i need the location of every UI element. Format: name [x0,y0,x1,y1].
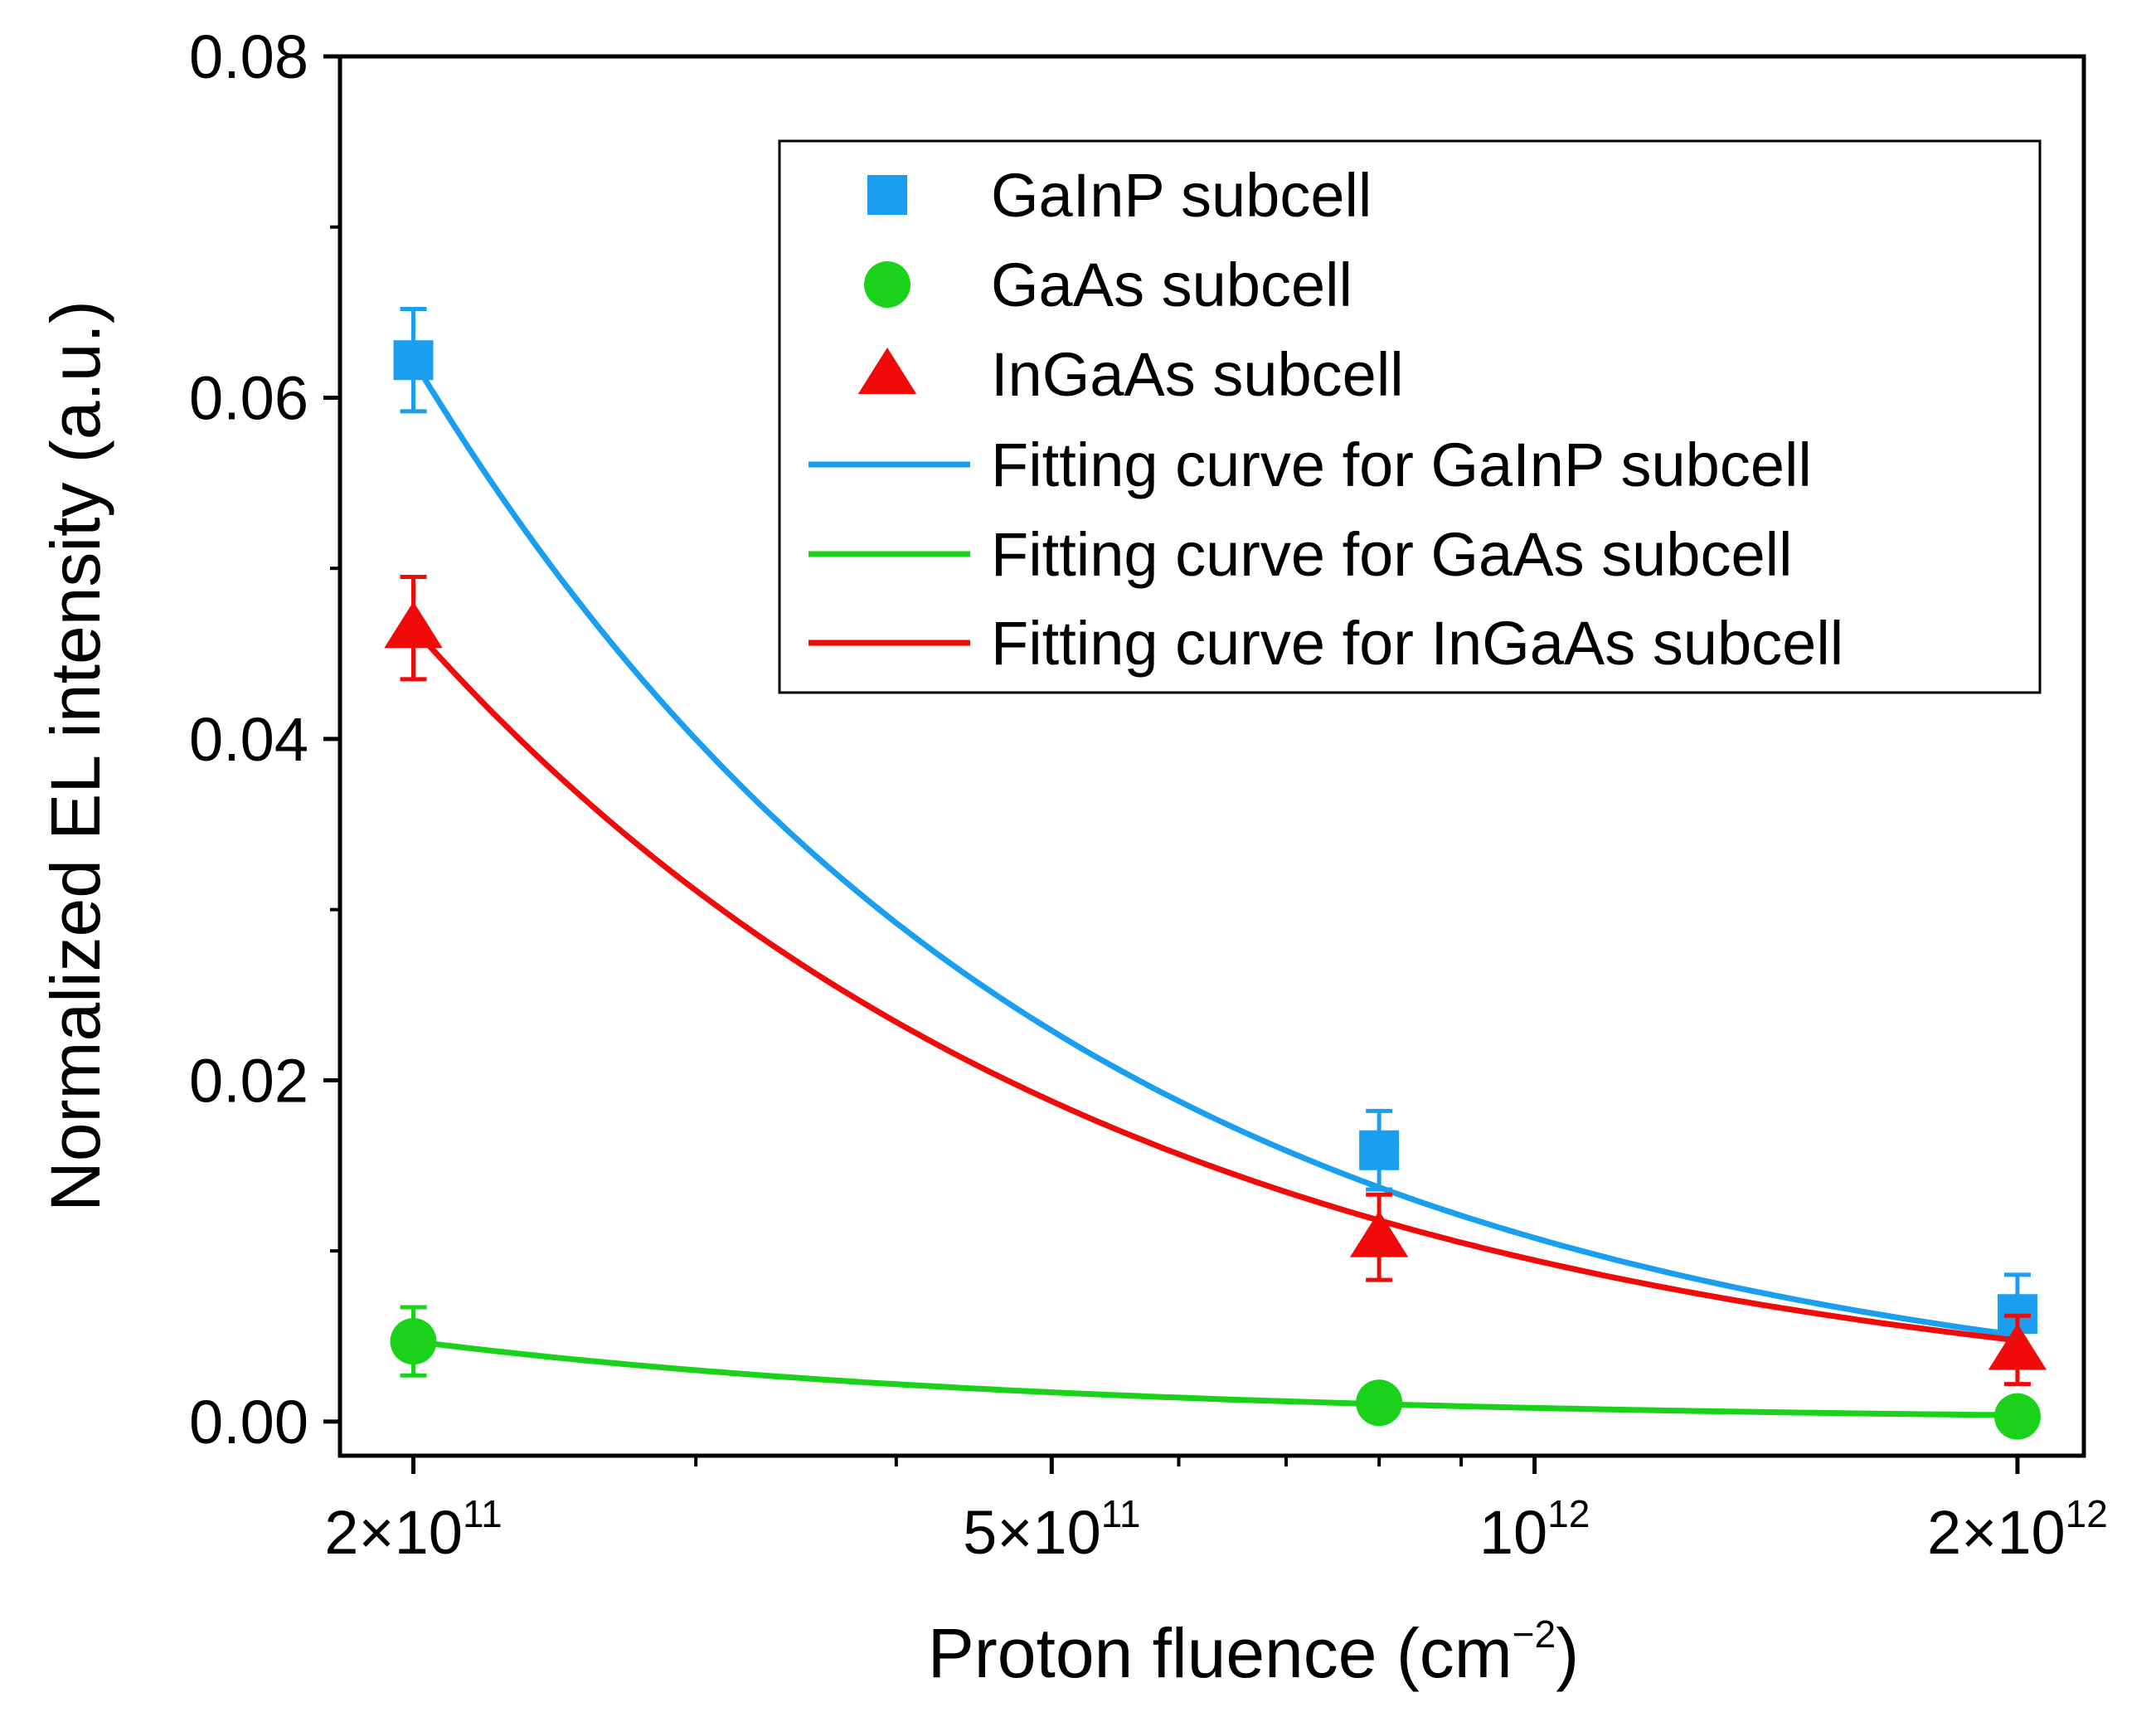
y-tick-labels: 0.00 0.02 0.04 0.06 0.08 [189,22,308,1457]
data-point-square [1359,1130,1400,1170]
y-tick-label: 0.04 [189,705,308,774]
data-point-circle [1356,1379,1403,1427]
data-point-triangle [1349,1210,1409,1257]
data-point-triangle [384,601,443,649]
x-tick-label: 5×1011 [963,1492,1140,1567]
y-tick-label: 0.08 [189,22,308,91]
data-point-circle [1993,1393,2041,1440]
y-tick-label: 0.02 [189,1046,308,1115]
legend-fit-label: Fitting curve for GaInP subcell [991,430,1812,499]
y-tick-label: 0.06 [189,363,308,432]
fit-curve-1 [413,1338,2018,1418]
y-axis-title: Normalized EL intensity (a.u.) [36,300,114,1212]
legend-marker-triangle [857,348,917,394]
fit-curve-0 [410,358,2018,1339]
data-point-square [393,340,434,381]
legend-fit-label: Fitting curve for GaAs subcell [991,520,1792,589]
x-axis-title: Proton fluence (cm−2) [928,1612,1579,1692]
legend-label: GaInP subcell [991,161,1372,230]
legend-box [778,139,2042,694]
legend-label: InGaAs subcell [991,340,1404,409]
legend-marker-circle [864,261,910,308]
legend-label: GaAs subcell [991,250,1352,319]
data-point-circle [390,1318,437,1365]
legend-fit-label: Fitting curve for InGaAs subcell [991,609,1843,678]
plot-area [384,306,2047,1440]
fit-curve-2 [410,625,2018,1344]
data-point-triangle [1988,1323,2047,1370]
legend-marker-square [867,175,907,215]
plot-frame [337,54,2086,1458]
y-tick-label: 0.00 [189,1388,308,1457]
axis-ticks [323,54,2020,1474]
x-tick-label: 1012 [1479,1492,1590,1567]
x-tick-labels: 2×1011 5×1011 1012 2×1012 [324,1492,2108,1567]
legend: GaInP subcell GaAs subcell InGaAs subcell F… [778,139,2042,694]
x-tick-label: 2×1011 [324,1492,502,1567]
x-tick-label: 2×1012 [1927,1492,2108,1567]
